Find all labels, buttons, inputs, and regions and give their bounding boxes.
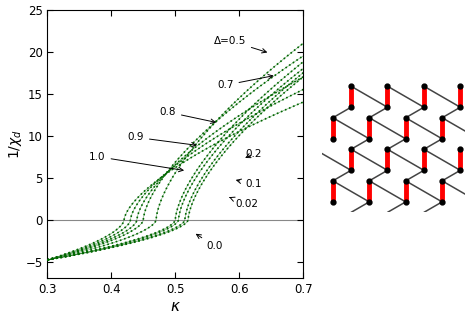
Text: 1.0: 1.0 [89, 152, 183, 172]
Y-axis label: $1/\chi_d$: $1/\chi_d$ [7, 129, 24, 159]
Text: 0.02: 0.02 [230, 197, 258, 210]
Text: 0.2: 0.2 [245, 149, 262, 159]
Text: 0.7: 0.7 [217, 75, 273, 90]
Text: 0.9: 0.9 [128, 132, 196, 147]
Text: Δ=0.5: Δ=0.5 [214, 36, 266, 53]
Text: 0.0: 0.0 [197, 234, 223, 252]
Text: 0.8: 0.8 [159, 107, 215, 124]
X-axis label: $\kappa$: $\kappa$ [170, 299, 181, 314]
Text: 0.1: 0.1 [237, 179, 262, 189]
